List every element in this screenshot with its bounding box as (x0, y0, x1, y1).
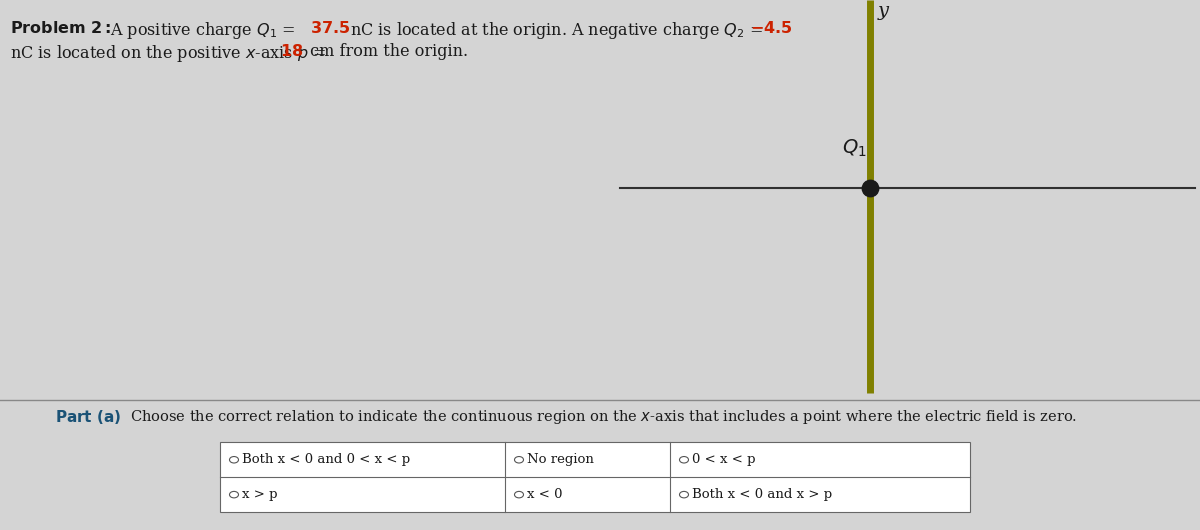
Text: Both x < 0 and x > p: Both x < 0 and x > p (692, 488, 832, 501)
Text: $\bf{Problem\ 2:}$: $\bf{Problem\ 2:}$ (10, 20, 112, 37)
Point (860, 183, 880, 192)
Text: $Q_1$: $Q_1$ (842, 138, 866, 159)
Text: x > p: x > p (242, 488, 277, 501)
Text: nC is located on the positive $x$-axis $p$ =: nC is located on the positive $x$-axis $… (10, 43, 328, 64)
Text: No region: No region (527, 453, 594, 466)
Text: Choose the correct relation to indicate the continuous region on the $x$-axis th: Choose the correct relation to indicate … (130, 409, 1078, 427)
Bar (220, 443, 970, 512)
Text: Both x < 0 and 0 < x < p: Both x < 0 and 0 < x < p (242, 453, 410, 466)
Ellipse shape (515, 491, 523, 498)
Ellipse shape (515, 456, 523, 463)
Text: $\bf{37.5}$: $\bf{37.5}$ (310, 20, 350, 37)
Ellipse shape (229, 491, 239, 498)
Text: nC is located at the origin. A negative charge $Q_2$ =: nC is located at the origin. A negative … (346, 20, 764, 41)
Text: $\bf{-4.5}$: $\bf{-4.5}$ (750, 20, 793, 37)
Text: A positive charge $Q_1$ =: A positive charge $Q_1$ = (100, 20, 298, 41)
Ellipse shape (679, 491, 689, 498)
Ellipse shape (679, 456, 689, 463)
Ellipse shape (229, 456, 239, 463)
Text: $\bf{18}$: $\bf{18}$ (280, 43, 304, 60)
Text: cm from the origin.: cm from the origin. (305, 43, 468, 60)
Text: 0 < x < p: 0 < x < p (692, 453, 756, 466)
Text: x < 0: x < 0 (527, 488, 563, 501)
Text: y: y (878, 2, 889, 20)
Text: $\bf{Part\ (a)}$: $\bf{Part\ (a)}$ (55, 409, 121, 427)
